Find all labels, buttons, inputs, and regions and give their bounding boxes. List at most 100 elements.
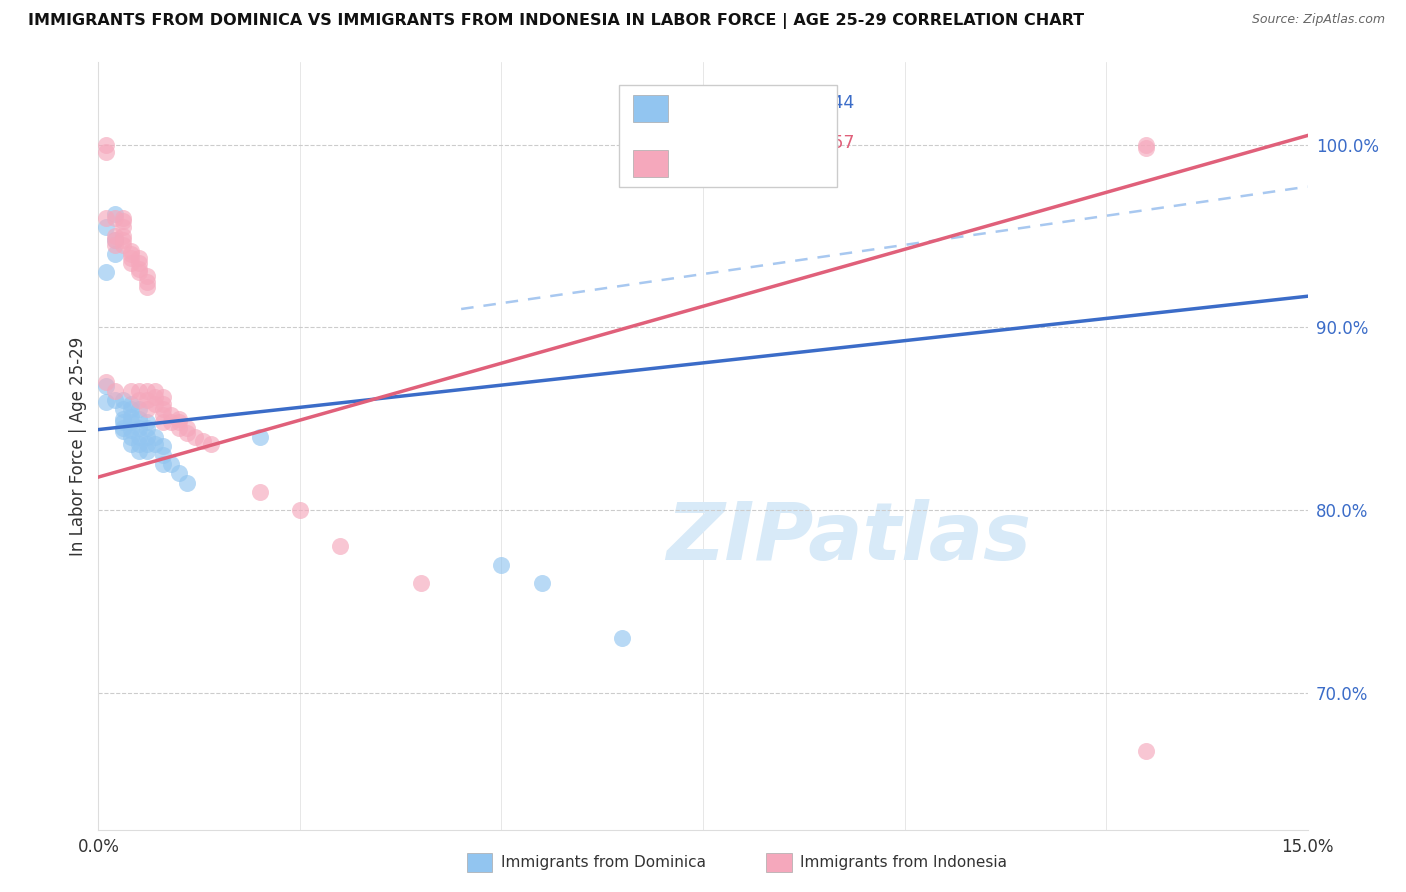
Point — [167, 411, 190, 425]
Point — [120, 430, 142, 444]
Y-axis label: In Labor Force | Age 25-29: In Labor Force | Age 25-29 — [69, 336, 87, 556]
Point — [329, 540, 352, 554]
Point — [111, 214, 134, 228]
Point — [103, 393, 125, 408]
Point — [103, 233, 125, 247]
Point — [111, 211, 134, 225]
Point — [409, 576, 432, 591]
Point — [612, 631, 634, 645]
Point — [176, 426, 198, 441]
Point — [1135, 744, 1157, 758]
Point — [143, 397, 166, 411]
Point — [160, 415, 183, 429]
Point — [96, 137, 118, 152]
Point — [96, 375, 118, 389]
Point — [143, 390, 166, 404]
Point — [111, 421, 134, 435]
Point — [111, 425, 134, 439]
Point — [128, 437, 150, 451]
Point — [120, 256, 142, 270]
Point — [176, 475, 198, 490]
Point — [128, 444, 150, 458]
Point — [120, 409, 142, 424]
Point — [491, 558, 513, 572]
Text: Immigrants from Indonesia: Immigrants from Indonesia — [800, 855, 1007, 870]
Point — [128, 393, 150, 408]
Point — [135, 280, 157, 294]
Point — [128, 256, 150, 270]
Point — [1135, 137, 1157, 152]
Point — [1135, 141, 1157, 155]
Text: Immigrants from Dominica: Immigrants from Dominica — [501, 855, 706, 870]
Point — [103, 211, 125, 225]
Point — [135, 430, 157, 444]
Point — [167, 415, 190, 429]
Point — [135, 384, 157, 399]
Point — [103, 229, 125, 244]
Point — [135, 393, 157, 408]
Point — [160, 408, 183, 422]
Point — [530, 576, 553, 591]
Text: IMMIGRANTS FROM DOMINICA VS IMMIGRANTS FROM INDONESIA IN LABOR FORCE | AGE 25-29: IMMIGRANTS FROM DOMINICA VS IMMIGRANTS F… — [28, 13, 1084, 29]
Point — [103, 233, 125, 247]
Text: R =  0.153    N = 44: R = 0.153 N = 44 — [679, 94, 855, 112]
Point — [120, 251, 142, 265]
Point — [135, 402, 157, 417]
Point — [120, 384, 142, 399]
Point — [128, 421, 150, 435]
Point — [152, 408, 174, 422]
Point — [152, 397, 174, 411]
Point — [128, 411, 150, 425]
Point — [103, 207, 125, 221]
Point — [176, 421, 198, 435]
Point — [111, 229, 134, 244]
Point — [135, 275, 157, 289]
Point — [152, 448, 174, 462]
Point — [135, 415, 157, 429]
Point — [167, 467, 190, 481]
Point — [120, 402, 142, 417]
Point — [128, 261, 150, 276]
Point — [120, 437, 142, 451]
Text: ZIPatlas: ZIPatlas — [665, 499, 1031, 577]
Point — [135, 437, 157, 451]
Point — [111, 393, 134, 408]
Point — [152, 402, 174, 417]
Point — [96, 211, 118, 225]
Point — [184, 430, 207, 444]
Point — [120, 247, 142, 261]
Point — [128, 402, 150, 417]
Point — [96, 395, 118, 409]
Point — [111, 233, 134, 247]
Point — [143, 437, 166, 451]
Point — [96, 145, 118, 159]
Point — [96, 219, 118, 234]
Point — [143, 384, 166, 399]
Point — [128, 430, 150, 444]
Point — [152, 415, 174, 429]
Point — [103, 384, 125, 399]
Point — [111, 238, 134, 252]
Point — [135, 269, 157, 284]
Point — [249, 430, 271, 444]
Point — [135, 421, 157, 435]
Point — [160, 457, 183, 471]
Point — [288, 503, 311, 517]
Point — [128, 251, 150, 265]
Point — [128, 265, 150, 279]
Point — [152, 457, 174, 471]
Point — [120, 415, 142, 429]
Point — [143, 430, 166, 444]
Point — [120, 397, 142, 411]
Point — [111, 415, 134, 429]
Point — [111, 219, 134, 234]
Text: R =  0.439    N = 57: R = 0.439 N = 57 — [679, 134, 855, 153]
Point — [128, 384, 150, 399]
Point — [135, 444, 157, 458]
Point — [152, 439, 174, 453]
Point — [193, 434, 215, 448]
Text: Source: ZipAtlas.com: Source: ZipAtlas.com — [1251, 13, 1385, 27]
Point — [120, 423, 142, 437]
Point — [249, 484, 271, 499]
Point — [96, 378, 118, 392]
